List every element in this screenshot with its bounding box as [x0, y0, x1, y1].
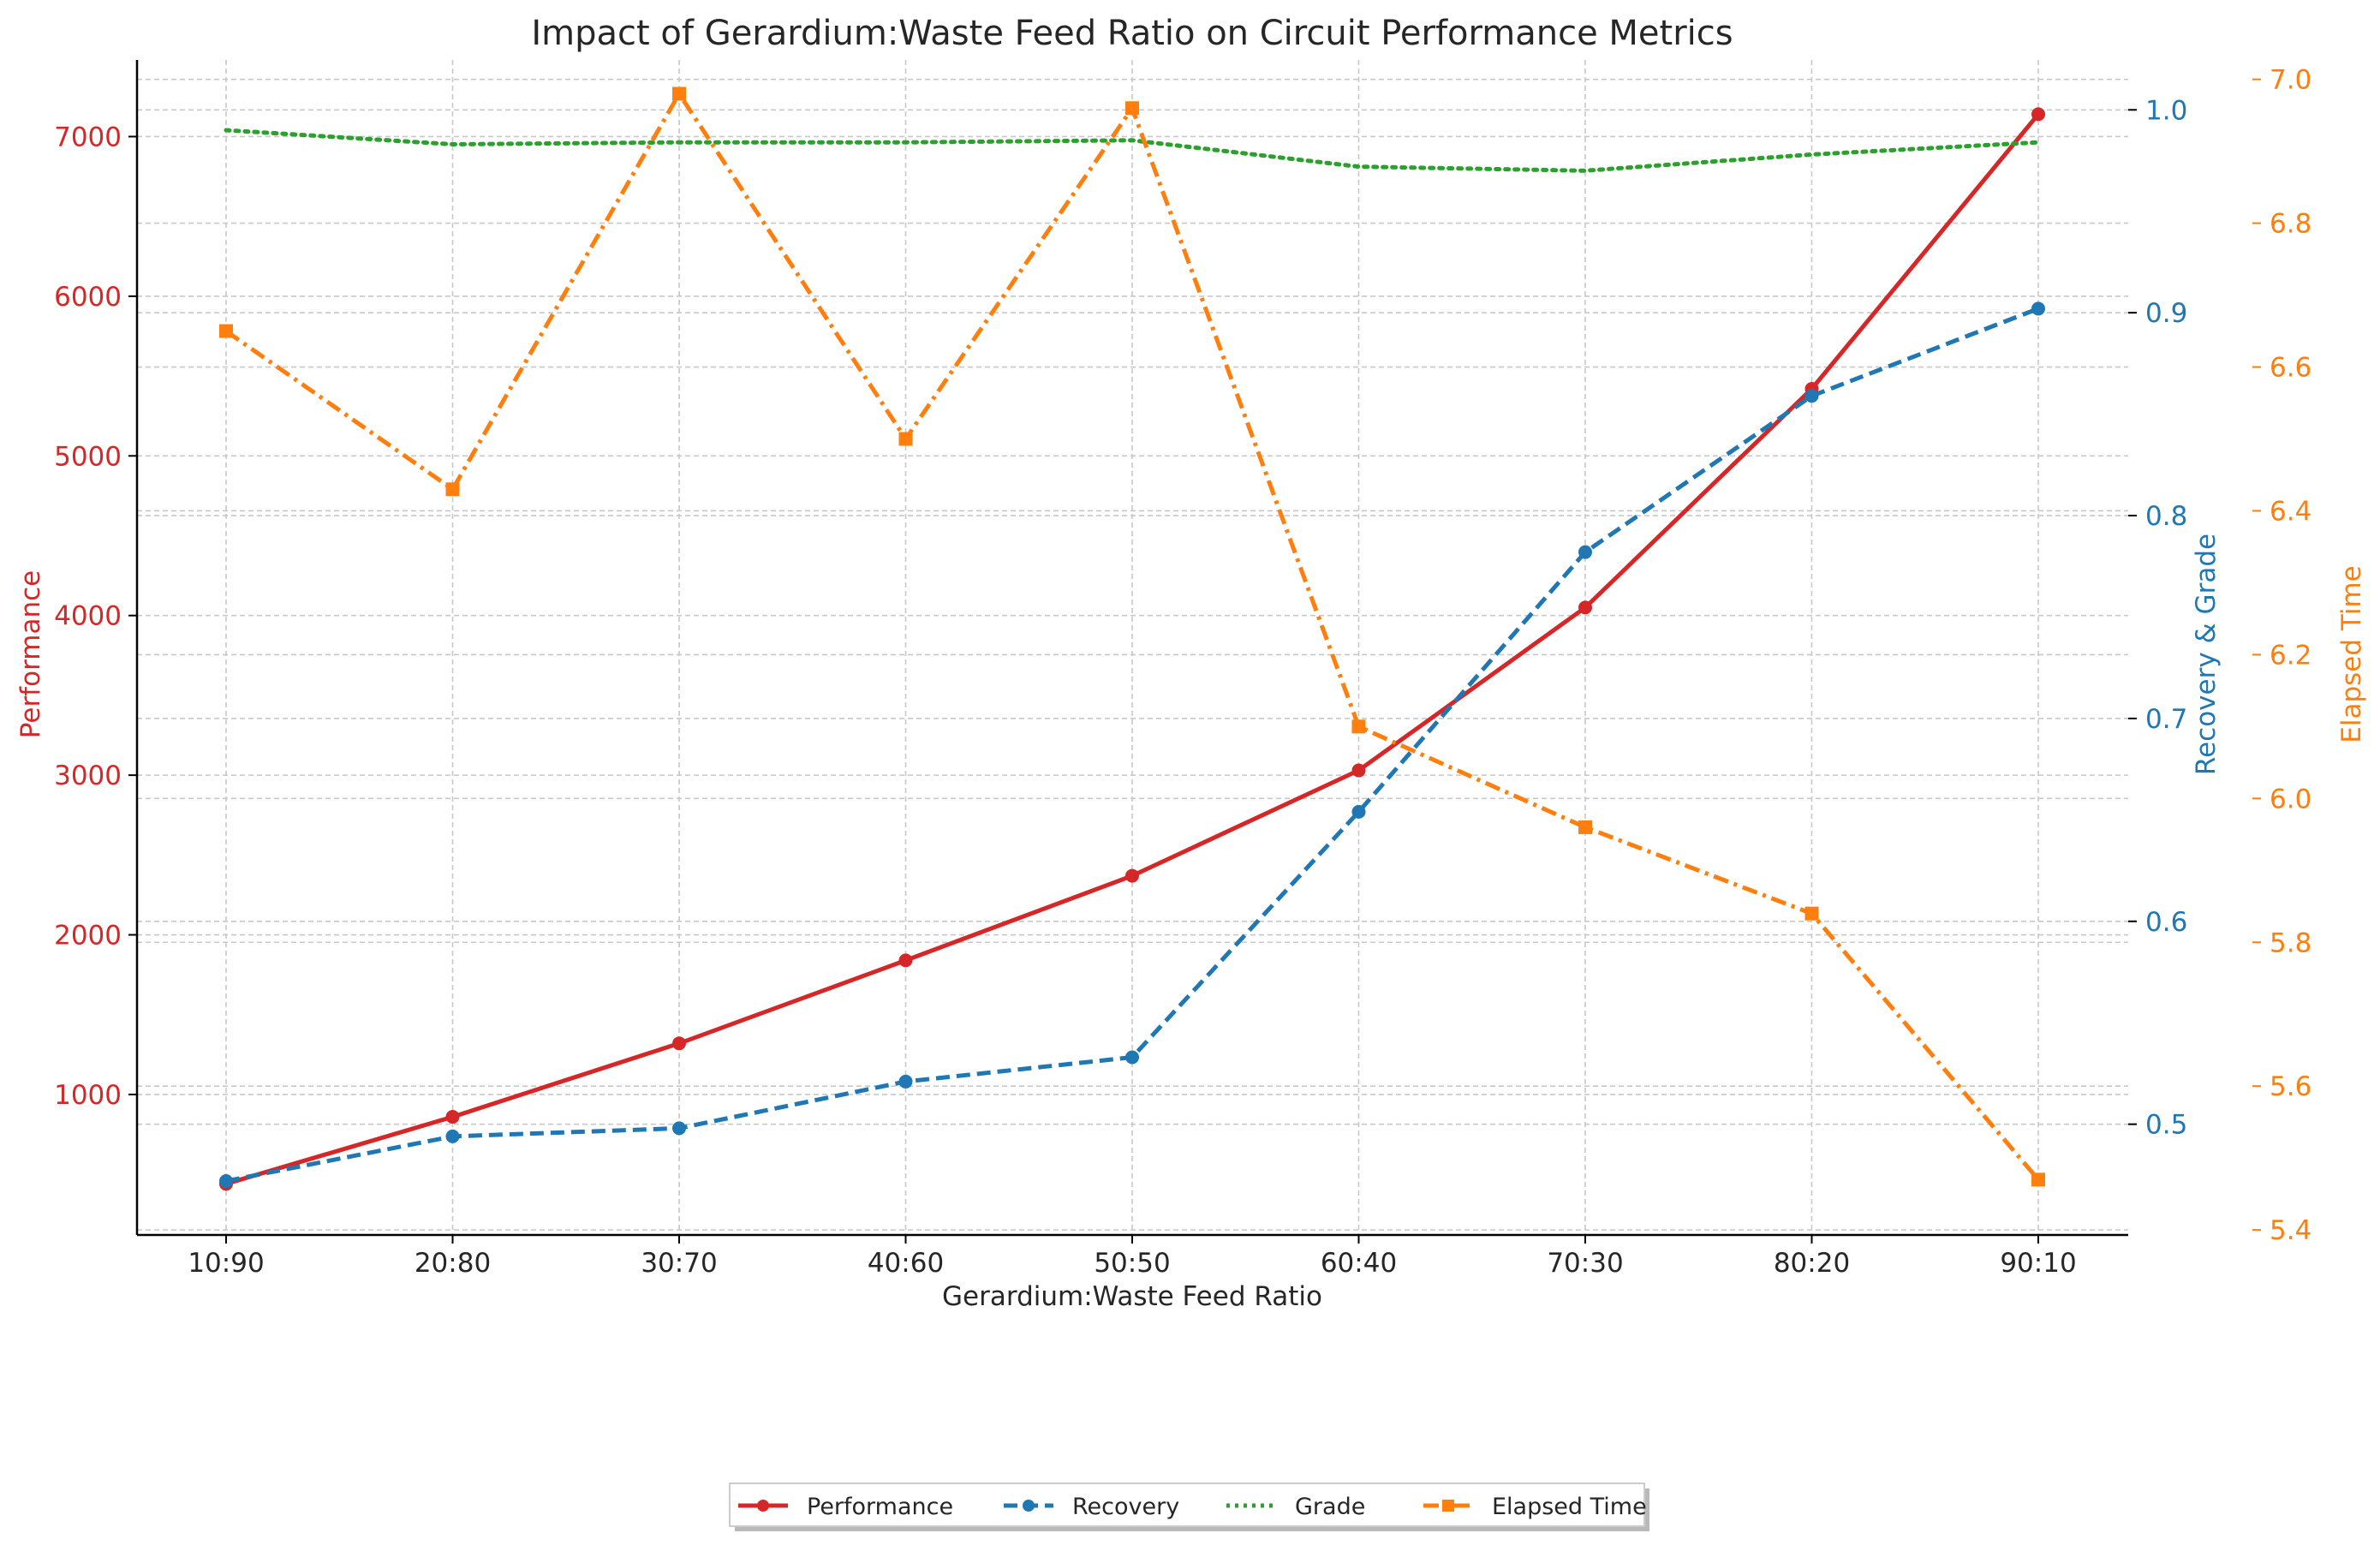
y-right-tick-label: 0.5: [2145, 1110, 2187, 1141]
y-left-tick-label: 4000: [54, 601, 122, 632]
y-right-tick-label: 0.6: [2145, 907, 2187, 938]
y-left-tick-label: 3000: [54, 761, 122, 791]
y-right2-tick-label: 5.4: [2270, 1215, 2311, 1246]
point-recovery: [1125, 1050, 1139, 1065]
point-performance: [445, 1110, 460, 1124]
y-right2-tick-label: 6.0: [2270, 784, 2311, 814]
y-right-tick-label: 0.9: [2145, 298, 2187, 329]
point-elapsed-time: [1125, 101, 1139, 116]
y-right-tick-label: 1.0: [2145, 95, 2187, 126]
point-elapsed-time: [1351, 719, 1366, 734]
x-tick-label: 40:60: [868, 1248, 944, 1279]
x-tick-label: 90:10: [2000, 1248, 2076, 1279]
point-elapsed-time: [219, 324, 233, 338]
legend: Performance Recovery Grade Elapsed Time: [729, 1482, 1649, 1531]
y-right-tick-label: 0.7: [2145, 704, 2187, 735]
point-elapsed-time: [2031, 1172, 2045, 1187]
point-elapsed-time: [1578, 820, 1592, 834]
x-tick-label: 70:30: [1547, 1248, 1623, 1279]
x-tick-label: 30:70: [641, 1248, 717, 1279]
y-right2-tick-label: 6.8: [2270, 209, 2311, 240]
legend-swatch-marker: [1442, 1500, 1454, 1512]
axes-layer: 10:90 20:80 30:70 40:60 50:50 60:40 70:30 80:20…: [54, 60, 2311, 1279]
y-axis-label-recovery-grade: Recovery & Grade: [2191, 534, 2222, 775]
point-elapsed-time: [898, 432, 913, 446]
y-axis-label-elapsed-time: Elapsed Time: [2336, 565, 2367, 743]
y-axis-label-performance: Performance: [15, 570, 46, 738]
y-left-tick-label: 7000: [54, 122, 122, 152]
legend-label: Recovery: [1072, 1494, 1179, 1520]
point-recovery: [672, 1121, 686, 1136]
point-recovery: [1351, 804, 1366, 819]
legend-box: [729, 1482, 1645, 1527]
x-tick-label: 10:90: [188, 1248, 264, 1279]
point-recovery: [1578, 545, 1592, 559]
point-performance: [1351, 763, 1366, 778]
series-line-grade: [224, 128, 2041, 173]
legend-label: Elapsed Time: [1492, 1494, 1647, 1520]
legend-items: Performance Recovery Grade Elapsed Time: [738, 1494, 1647, 1520]
y-right2-tick-label: 5.6: [2270, 1071, 2311, 1102]
y-left-tick-label: 1000: [54, 1080, 122, 1111]
point-elapsed-time: [1804, 906, 1819, 921]
y-right2-tick-label: 7.0: [2270, 65, 2311, 96]
legend-swatch-marker: [1023, 1500, 1035, 1512]
series-layer: [219, 86, 2045, 1191]
legend-label: Performance: [807, 1494, 953, 1520]
legend-swatch-marker: [757, 1500, 769, 1512]
x-tick-label: 50:50: [1094, 1248, 1170, 1279]
point-recovery: [898, 1074, 913, 1089]
y-right2-tick-label: 5.8: [2270, 928, 2311, 958]
y-right2-tick-label: 6.6: [2270, 353, 2311, 384]
y-right-tick-label: 0.8: [2145, 501, 2187, 532]
legend-label: Grade: [1295, 1494, 1365, 1520]
point-performance: [672, 1036, 686, 1051]
y-left-tick-label: 6000: [54, 282, 122, 313]
x-axis-label: Gerardium:Waste Feed Ratio: [942, 1281, 1322, 1312]
point-recovery: [2031, 301, 2045, 316]
y-left-tick-label: 5000: [54, 441, 122, 472]
point-performance: [1125, 868, 1139, 883]
chart-title: Impact of Gerardium:Waste Feed Ratio on …: [531, 14, 1733, 53]
point-performance: [898, 953, 913, 968]
x-tick-label: 80:20: [1774, 1248, 1850, 1279]
x-tick-label: 60:40: [1321, 1248, 1397, 1279]
point-elapsed-time: [672, 86, 686, 101]
point-elapsed-time: [445, 482, 460, 497]
point-recovery: [219, 1173, 233, 1188]
point-recovery: [445, 1129, 460, 1143]
x-tick-label: 20:80: [415, 1248, 491, 1279]
point-performance: [2031, 107, 2045, 122]
y-right2-tick-label: 6.4: [2270, 496, 2311, 527]
y-right2-tick-label: 6.2: [2270, 640, 2311, 671]
point-recovery: [1804, 389, 1819, 403]
y-left-tick-label: 2000: [54, 921, 122, 951]
point-performance: [1578, 600, 1592, 615]
